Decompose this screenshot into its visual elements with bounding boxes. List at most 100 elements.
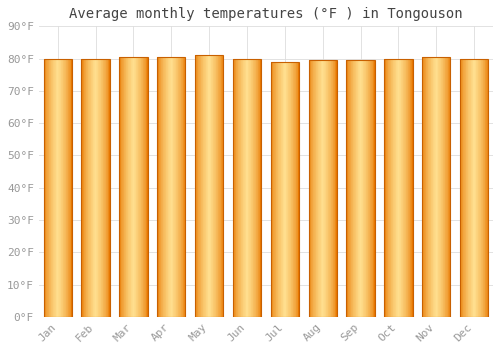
Bar	[92, 58, 94, 317]
Bar	[250, 58, 252, 317]
Bar	[318, 60, 319, 317]
Bar	[178, 57, 179, 317]
Bar	[164, 57, 165, 317]
Bar	[60, 58, 62, 317]
Bar	[145, 57, 146, 317]
Bar	[147, 57, 148, 317]
Bar	[88, 58, 89, 317]
Bar	[481, 58, 482, 317]
Bar	[402, 58, 404, 317]
Bar	[290, 62, 291, 317]
Bar	[441, 57, 442, 317]
Bar	[96, 58, 97, 317]
Bar	[215, 55, 216, 317]
Bar	[272, 62, 273, 317]
Bar	[354, 60, 355, 317]
Bar	[246, 58, 247, 317]
Bar	[204, 55, 205, 317]
Bar	[319, 60, 320, 317]
Bar	[132, 57, 134, 317]
Bar	[89, 58, 90, 317]
Bar	[350, 60, 352, 317]
Bar	[92, 58, 93, 317]
Bar	[439, 57, 440, 317]
Bar	[238, 58, 239, 317]
Bar	[308, 60, 309, 317]
Bar	[298, 62, 299, 317]
Bar	[310, 60, 312, 317]
Bar	[55, 58, 56, 317]
Bar	[480, 58, 481, 317]
Bar	[287, 62, 288, 317]
Bar	[411, 58, 412, 317]
Bar	[409, 58, 410, 317]
Bar	[432, 57, 434, 317]
Bar	[332, 60, 334, 317]
Bar	[127, 57, 128, 317]
Bar	[478, 58, 479, 317]
Bar	[233, 58, 234, 317]
Bar	[235, 58, 236, 317]
Bar	[426, 57, 427, 317]
Bar	[276, 62, 277, 317]
Bar	[372, 60, 374, 317]
Bar	[162, 57, 163, 317]
Bar	[179, 57, 180, 317]
Bar	[49, 58, 50, 317]
Bar	[335, 60, 336, 317]
Bar	[448, 57, 449, 317]
Bar	[219, 55, 220, 317]
Bar	[140, 57, 141, 317]
Bar	[355, 60, 356, 317]
Bar	[64, 58, 65, 317]
Bar	[475, 58, 476, 317]
Bar	[102, 58, 104, 317]
Bar	[158, 57, 159, 317]
Bar	[353, 60, 354, 317]
Bar	[358, 60, 359, 317]
Bar	[325, 60, 326, 317]
Bar	[400, 58, 402, 317]
Bar	[444, 57, 445, 317]
Bar	[410, 58, 411, 317]
Bar	[106, 58, 107, 317]
Bar	[107, 58, 108, 317]
Bar	[288, 62, 289, 317]
Bar	[286, 62, 287, 317]
Bar	[67, 58, 68, 317]
Bar	[370, 60, 371, 317]
Bar	[438, 57, 439, 317]
Bar	[45, 58, 46, 317]
Bar	[479, 58, 480, 317]
Bar	[62, 58, 64, 317]
Bar	[214, 55, 215, 317]
Bar	[449, 57, 450, 317]
Bar	[482, 58, 484, 317]
Bar	[270, 62, 299, 317]
Bar	[56, 58, 57, 317]
Bar	[242, 58, 244, 317]
Bar	[394, 58, 395, 317]
Bar	[252, 58, 254, 317]
Bar	[128, 57, 129, 317]
Bar	[390, 58, 392, 317]
Bar	[142, 57, 144, 317]
Bar	[185, 57, 186, 317]
Bar	[84, 58, 85, 317]
Bar	[295, 62, 296, 317]
Bar	[308, 60, 337, 317]
Bar	[141, 57, 142, 317]
Bar	[445, 57, 446, 317]
Bar	[159, 57, 160, 317]
Bar	[467, 58, 468, 317]
Bar	[119, 57, 148, 317]
Bar	[244, 58, 245, 317]
Bar	[392, 58, 394, 317]
Bar	[294, 62, 295, 317]
Bar	[389, 58, 390, 317]
Bar	[468, 58, 469, 317]
Bar	[270, 62, 272, 317]
Bar	[53, 58, 54, 317]
Bar	[440, 57, 441, 317]
Bar	[430, 57, 432, 317]
